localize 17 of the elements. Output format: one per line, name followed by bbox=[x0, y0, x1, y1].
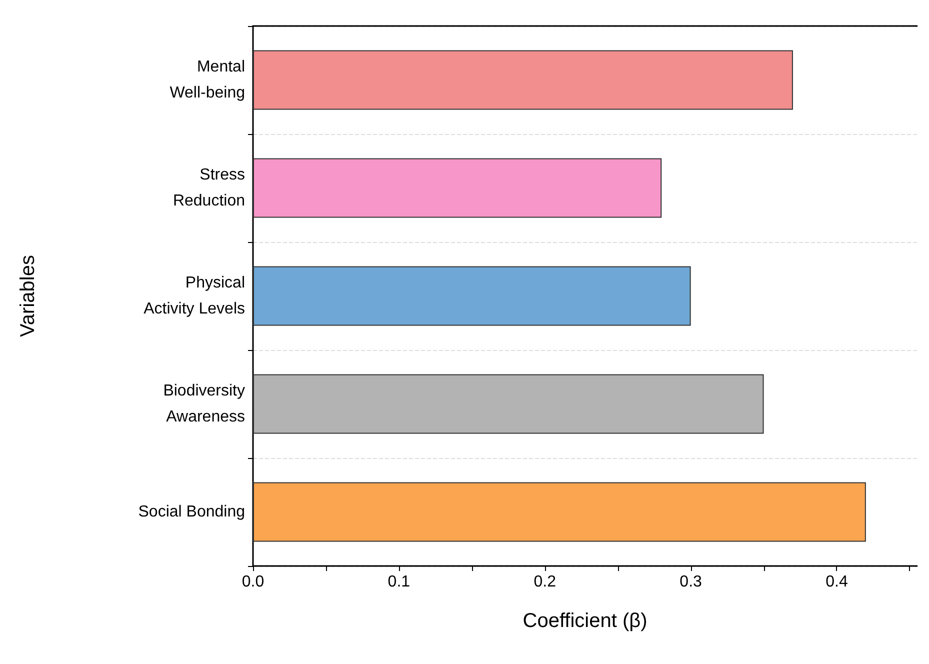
bar bbox=[253, 482, 866, 542]
x-tick-label: 0.2 bbox=[534, 574, 556, 590]
x-tick-label: 0.4 bbox=[826, 574, 848, 590]
x-tick-label: 0.0 bbox=[242, 574, 264, 590]
x-tick-label: 0.3 bbox=[680, 574, 702, 590]
y-tick-label: Mental Well-being bbox=[170, 58, 245, 102]
y-tick-label: Social Bonding bbox=[138, 504, 245, 520]
y-tick-label: Physical Activity Levels bbox=[144, 274, 245, 318]
bar bbox=[253, 266, 691, 326]
y-tick-label: Biodiversity Awareness bbox=[163, 382, 245, 426]
bar bbox=[253, 374, 764, 434]
y-axis-title: Variables bbox=[17, 255, 39, 337]
y-tick-label: Stress Reduction bbox=[172, 166, 245, 210]
x-tick-label: 0.1 bbox=[388, 574, 410, 590]
x-axis-title: Coefficient (β) bbox=[522, 610, 648, 632]
bar bbox=[253, 50, 793, 110]
bar bbox=[253, 158, 662, 218]
